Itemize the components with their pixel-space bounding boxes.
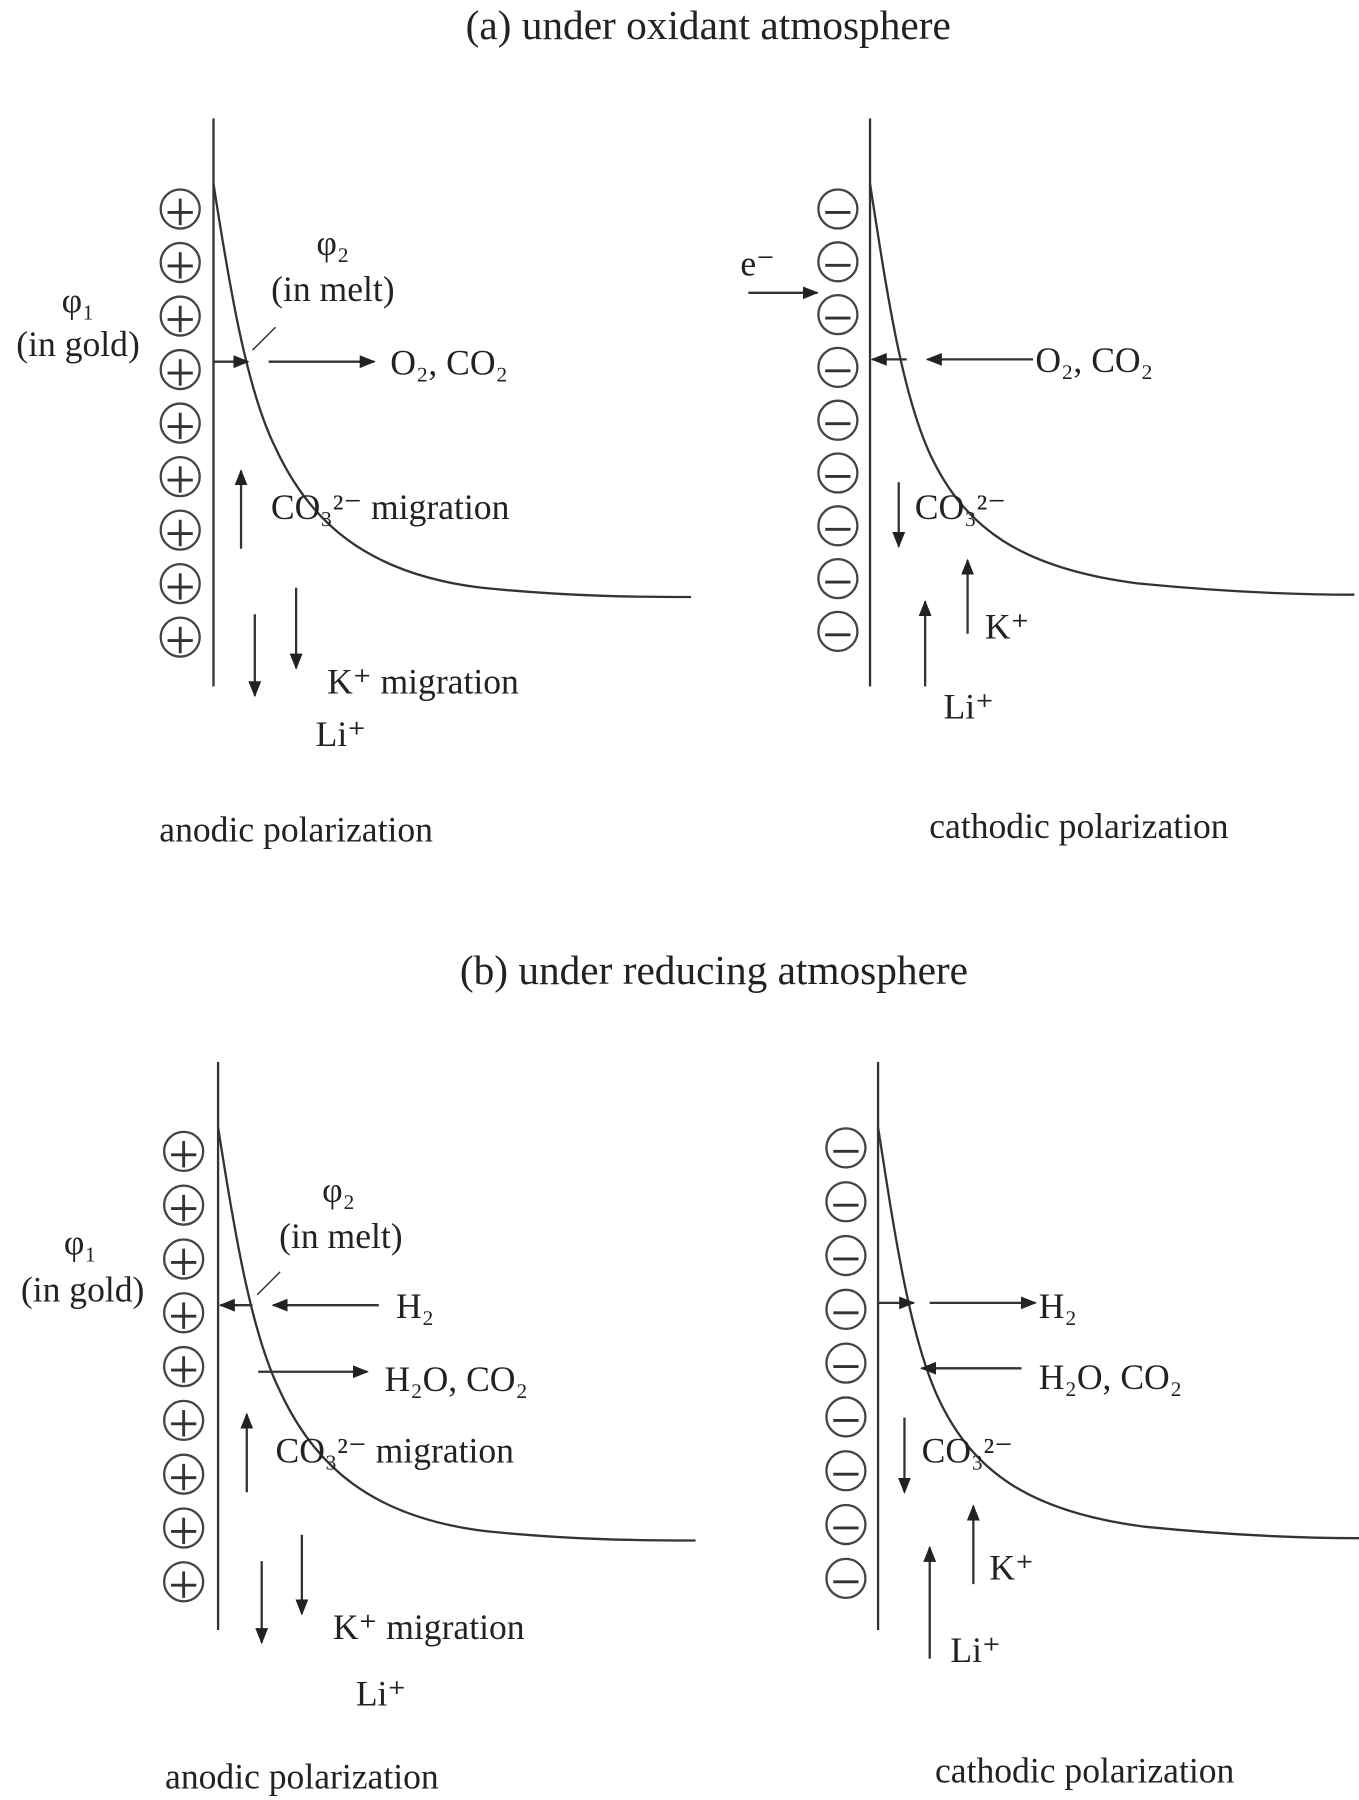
- potential-curve: [212, 183, 691, 599]
- panel-b-title: (b) under reducing atmosphere: [460, 947, 968, 994]
- surface-charges: [162, 1130, 205, 1603]
- negative-charge-icon: [817, 241, 859, 283]
- negative-charge-icon: [817, 505, 859, 547]
- li-label: Li⁺: [950, 1630, 1000, 1670]
- negative-charge-icon: [817, 557, 859, 600]
- negative-charge-icon: [817, 399, 859, 441]
- electron-label: e⁻: [740, 244, 775, 284]
- surface-charges: [817, 188, 859, 653]
- phi2-note: (in melt): [279, 1216, 403, 1256]
- negative-charge-icon: [817, 293, 859, 336]
- potential-curve: [868, 183, 1355, 596]
- k-label: K⁺: [989, 1547, 1033, 1587]
- panel-b-cathodic: H₂ H₂O, CO₂ CO₃²⁻ K⁺ Li⁺ cathodic polari…: [825, 1061, 1359, 1791]
- phi2-pointer: [256, 1271, 281, 1296]
- caption: anodic polarization: [165, 1756, 439, 1796]
- caption: cathodic polarization: [935, 1751, 1235, 1791]
- negative-charge-icon: [825, 1127, 867, 1169]
- negative-charge-icon: [825, 1288, 867, 1330]
- anion-label: CO₃²⁻: [915, 487, 1006, 527]
- negative-charge-icon: [817, 188, 859, 230]
- caption: cathodic polarization: [929, 806, 1229, 846]
- k-label: K⁺: [985, 606, 1029, 646]
- gas-out-label: H₂O, CO₂: [385, 1359, 528, 1399]
- phi2-label: φ₂: [322, 1170, 355, 1210]
- gas-out-label: H₂: [1039, 1286, 1077, 1326]
- potential-curve: [876, 1127, 1359, 1540]
- panel-a-anodic: φ₁ (in gold) φ₂ (in melt) O₂, CO₂ CO₃²⁻ …: [16, 118, 691, 849]
- gas-in-label: H₂: [396, 1286, 434, 1326]
- phi2-note: (in melt): [271, 269, 395, 309]
- negative-charge-icon: [825, 1234, 867, 1277]
- li-label: Li⁺: [356, 1674, 406, 1714]
- surface-charges: [159, 188, 201, 658]
- negative-charge-icon: [825, 1503, 867, 1546]
- negative-charge-icon: [825, 1557, 867, 1600]
- li-label: Li⁺: [316, 714, 366, 754]
- panel-b-anodic: φ₁ (in gold) φ₂ (in melt) H₂ H₂O, CO₂ CO…: [21, 1061, 696, 1796]
- anion-label: CO₃²⁻ migration: [275, 1430, 514, 1470]
- li-label: Li⁺: [943, 687, 993, 727]
- panel-a-cathodic: e⁻ O₂, CO₂ CO₃²⁻ K⁺ Li⁺ cathodic polariz…: [740, 118, 1355, 846]
- phi1-label: φ₁: [62, 280, 95, 320]
- phi2-pointer: [251, 326, 277, 351]
- gas-label: O₂, CO₂: [1035, 340, 1153, 380]
- phi1-note: (in gold): [16, 324, 140, 364]
- phi1-label: φ₁: [64, 1223, 97, 1263]
- anion-label: CO₃²⁻: [922, 1430, 1013, 1470]
- surface-charges: [825, 1127, 867, 1600]
- negative-charge-icon: [825, 1181, 867, 1223]
- potential-curve: [216, 1127, 696, 1542]
- phi1-note: (in gold): [21, 1270, 145, 1310]
- panel-a-title: (a) under oxidant atmosphere: [466, 2, 951, 49]
- phi2-label: φ₂: [316, 223, 349, 263]
- negative-charge-icon: [825, 1450, 867, 1492]
- negative-charge-icon: [817, 610, 859, 653]
- k-label: K⁺ migration: [327, 661, 519, 701]
- caption: anodic polarization: [159, 809, 433, 849]
- negative-charge-icon: [817, 346, 859, 389]
- negative-charge-icon: [817, 452, 859, 494]
- k-label: K⁺ migration: [333, 1607, 525, 1647]
- negative-charge-icon: [825, 1342, 867, 1384]
- gas-in-label: H₂O, CO₂: [1039, 1357, 1182, 1397]
- anion-label: CO₃²⁻ migration: [271, 487, 510, 527]
- negative-charge-icon: [825, 1396, 867, 1438]
- gas-label: O₂, CO₂: [390, 342, 508, 382]
